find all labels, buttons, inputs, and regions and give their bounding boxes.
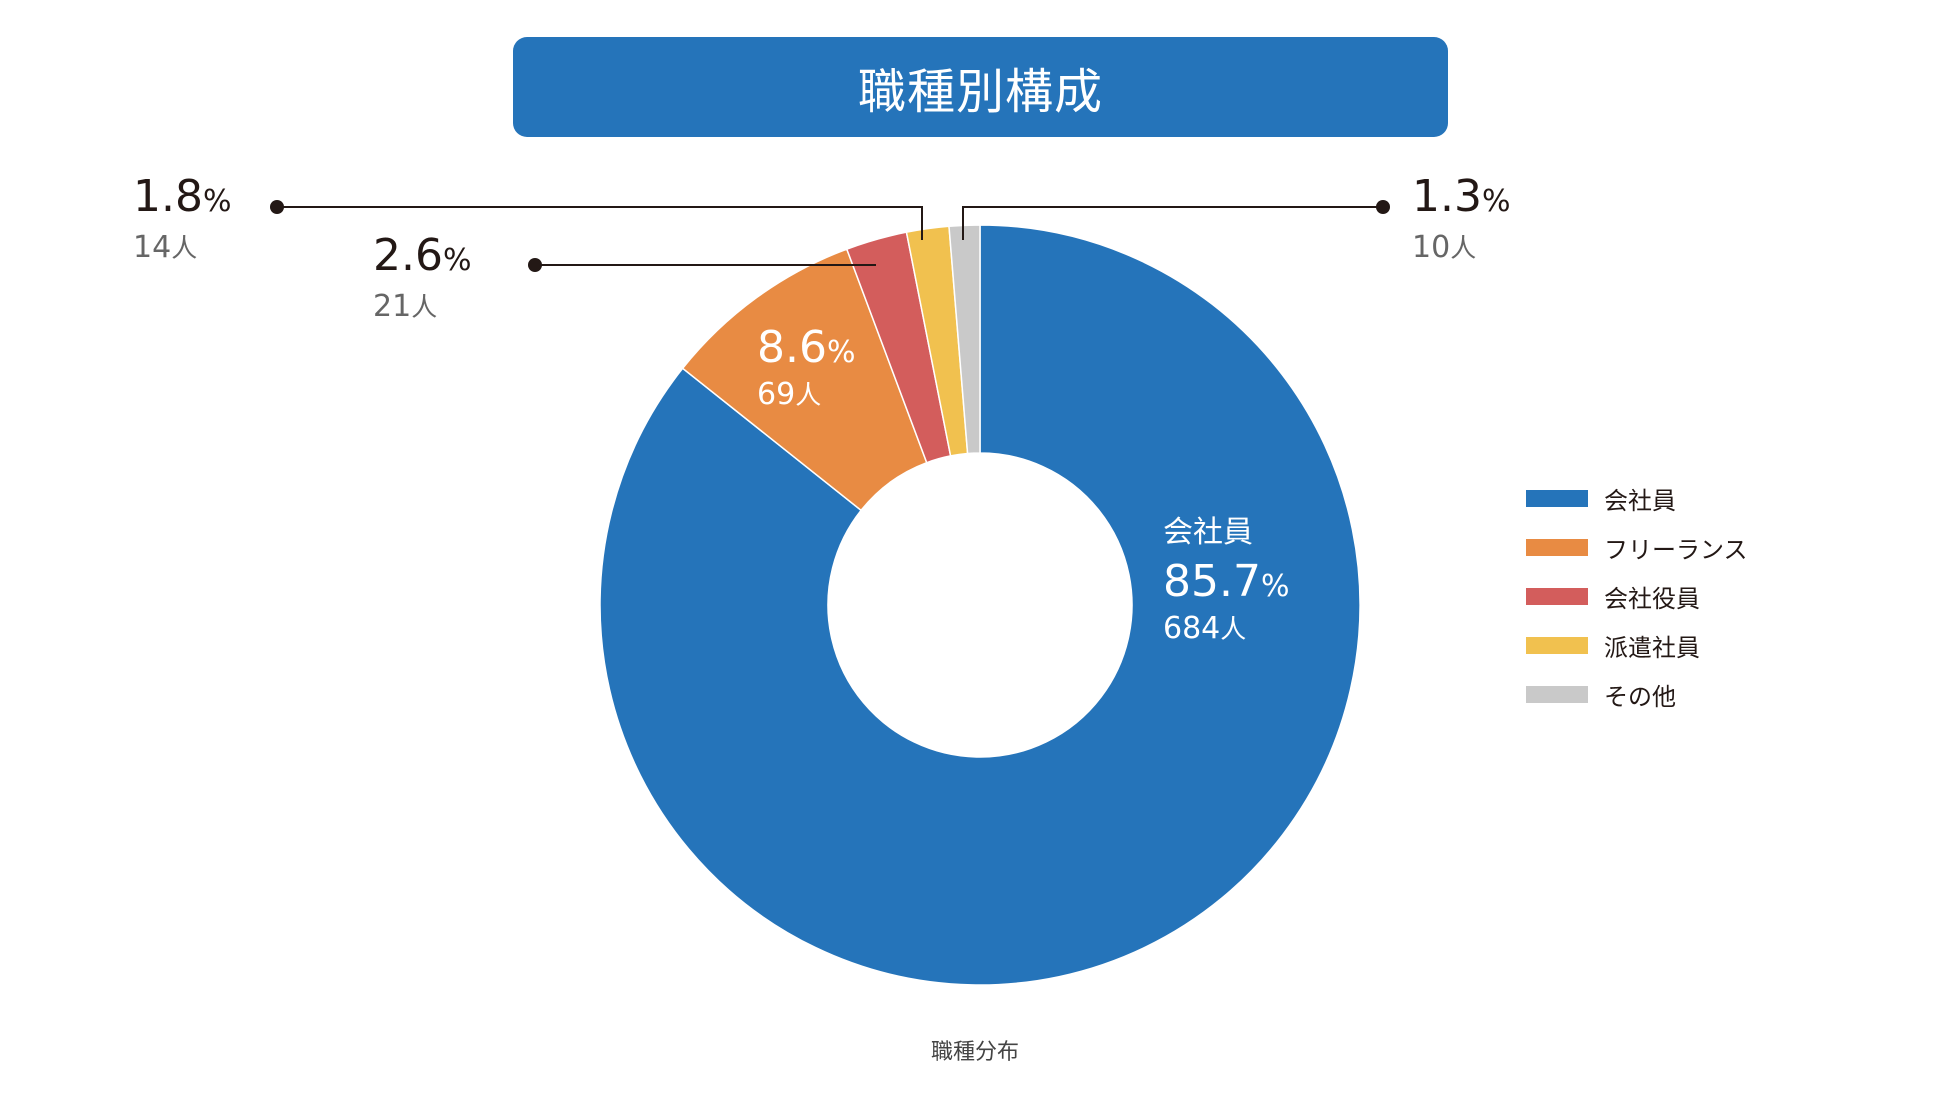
legend-item-kaishain: 会社員 <box>1526 474 1748 523</box>
legend-label: 会社役員 <box>1604 585 1700 613</box>
label-kaishain: 会社員 85.7% 684人 <box>1163 518 1289 644</box>
legend-item-haken: 派遣社員 <box>1526 621 1748 670</box>
label-haken-percent-sign: % <box>202 184 232 219</box>
chart-legend: 会社員 フリーランス 会社役員 派遣社員 その他 <box>1526 474 1748 719</box>
label-freelance-percent-sign: % <box>826 335 856 370</box>
label-yakuin-percent: 2.6 <box>373 230 443 281</box>
label-freelance: 8.6% 69人 <box>757 326 856 410</box>
leader-line-haken <box>277 206 923 240</box>
label-sonota-count: 10 <box>1412 230 1451 265</box>
legend-swatch <box>1526 588 1588 605</box>
legend-item-sonota: その他 <box>1526 670 1748 719</box>
label-yakuin-count: 21 <box>373 289 412 324</box>
label-haken-unit: 人 <box>171 234 198 264</box>
legend-label: フリーランス <box>1604 536 1748 564</box>
slice-kaishain <box>599 224 1361 986</box>
label-kaishain-category: 会社員 <box>1163 515 1253 550</box>
chart-title: 職種別構成 <box>857 64 1103 120</box>
legend-swatch <box>1526 490 1588 507</box>
label-freelance-unit: 人 <box>795 381 822 411</box>
label-yakuin-unit: 人 <box>411 293 438 323</box>
label-sonota: 1.3% 10人 <box>1412 175 1511 263</box>
legend-swatch <box>1526 686 1588 703</box>
leader-dot-sonota <box>1376 200 1390 214</box>
legend-label: 会社員 <box>1604 487 1676 515</box>
label-yakuin: 2.6% 21人 <box>373 234 472 322</box>
label-sonota-percent-sign: % <box>1481 184 1511 219</box>
label-haken-percent: 1.8 <box>133 171 203 222</box>
legend-swatch <box>1526 637 1588 654</box>
label-freelance-count: 69 <box>757 377 796 412</box>
legend-label: 派遣社員 <box>1604 634 1700 662</box>
leader-line-sonota <box>962 206 1383 240</box>
label-sonota-unit: 人 <box>1450 234 1477 264</box>
label-haken-count: 14 <box>133 230 172 265</box>
label-kaishain-percent: 85.7 <box>1163 556 1261 607</box>
legend-item-yakuin: 会社役員 <box>1526 572 1748 621</box>
label-haken: 1.8% 14人 <box>133 175 232 263</box>
chart-caption: 職種分布 <box>930 1040 1019 1065</box>
chart-title-bar: 職種別構成 <box>513 37 1448 137</box>
label-freelance-percent: 8.6 <box>757 322 827 373</box>
label-kaishain-percent-sign: % <box>1260 569 1290 604</box>
slice-sonota <box>948 224 981 455</box>
slice-freelance <box>681 248 928 512</box>
legend-label: その他 <box>1604 683 1676 711</box>
label-yakuin-percent-sign: % <box>442 243 472 278</box>
label-sonota-percent: 1.3 <box>1412 171 1482 222</box>
label-kaishain-unit: 人 <box>1220 615 1247 645</box>
leader-dot-yakuin <box>528 258 542 272</box>
leader-dot-haken <box>270 200 284 214</box>
legend-item-freelance: フリーランス <box>1526 523 1748 572</box>
legend-swatch <box>1526 539 1588 556</box>
label-kaishain-count: 684 <box>1163 611 1221 646</box>
